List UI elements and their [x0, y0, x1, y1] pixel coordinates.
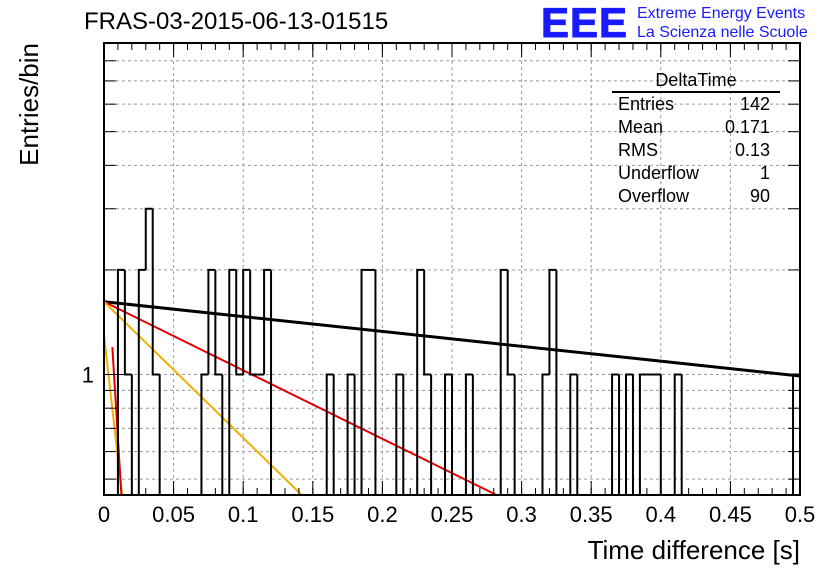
stats-title: DeltaTime — [612, 70, 780, 93]
histogram-bin — [151, 208, 160, 376]
histogram-bin — [346, 373, 355, 495]
x-tick-label: 0.1 — [228, 502, 259, 527]
histogram-bin — [541, 373, 550, 495]
logo-mark: EEE — [540, 0, 629, 46]
x-tick-label: 0.35 — [570, 502, 613, 527]
y-tick-label: 1 — [82, 363, 94, 388]
x-axis-label: Time difference [s] — [588, 535, 800, 565]
histogram-bin — [214, 269, 223, 376]
x-tick-label: 0.05 — [152, 502, 195, 527]
stats-row-rms: RMS 0.13 — [612, 139, 780, 162]
stats-box: DeltaTime Entries 142 Mean 0.171 RMS 0.1… — [612, 70, 780, 208]
stats-row-underflow: Underflow 1 — [612, 162, 780, 185]
y-axis-label: Entries/bin — [14, 43, 44, 166]
stats-label: Overflow — [618, 186, 690, 206]
stats-value: 0.13 — [734, 140, 770, 160]
stats-value: 142 — [739, 94, 770, 114]
histogram-bin — [416, 268, 425, 495]
histogram-bin — [207, 268, 216, 375]
x-tick-label: 0.45 — [709, 502, 752, 527]
x-tick-label: 0.5 — [785, 502, 816, 527]
tick-labels: 0 0.05 0.1 0.15 0.2 0.25 0.3 0.35 0.4 0.45 0.5 1 — [82, 363, 816, 527]
stats-row-overflow: Overflow 90 — [612, 185, 780, 208]
histogram-bin — [123, 269, 132, 376]
histogram-bars — [116, 207, 801, 495]
histogram-bin — [792, 373, 800, 495]
x-tick-label: 0.15 — [291, 502, 334, 527]
histogram-bin — [673, 373, 682, 495]
fit-line — [103, 300, 497, 496]
run-title: FRAS-03-2015-06-13-01515 — [84, 8, 389, 35]
histogram-bin — [548, 268, 557, 375]
stats-value: 0.171 — [724, 117, 770, 137]
histogram-bin — [395, 373, 404, 495]
stats-label: Underflow — [618, 163, 700, 183]
histogram-bin — [263, 268, 272, 375]
histogram-bin — [444, 373, 452, 495]
histogram-bin — [423, 269, 432, 376]
axis-ticks — [103, 42, 801, 495]
histogram-bin — [137, 268, 146, 495]
histogram-bin — [638, 373, 647, 495]
eee-logo: EEE Extreme Energy Events La Scienza nel… — [540, 0, 807, 46]
fit-line — [111, 346, 123, 496]
histogram-bin — [242, 268, 251, 375]
x-tick-label: 0.25 — [431, 502, 474, 527]
stats-value: 90 — [749, 186, 770, 206]
histogram-bin — [569, 373, 578, 495]
histogram-bin — [360, 268, 369, 495]
histogram-bin — [200, 373, 209, 495]
fit-lines — [103, 300, 801, 496]
x-tick-label: 0.2 — [367, 502, 398, 527]
stats-label: RMS — [618, 140, 658, 160]
histogram-bin — [464, 373, 473, 495]
x-tick-label: 0.3 — [506, 502, 537, 527]
histogram-bin — [625, 373, 633, 495]
histogram-bin — [325, 373, 334, 495]
logo-text: Extreme Energy Events La Scienza nelle S… — [637, 4, 808, 42]
stats-value: 1 — [759, 163, 770, 183]
stats-label: Entries — [618, 94, 675, 114]
histogram-bin — [499, 268, 508, 495]
histogram-bin — [506, 269, 515, 376]
x-tick-label: 0 — [98, 502, 110, 527]
stats-label: Mean — [618, 117, 664, 137]
histogram-bin — [235, 269, 244, 376]
histogram-bin — [228, 268, 237, 495]
stats-row-entries: Entries 142 — [612, 93, 780, 116]
histogram-bin — [116, 268, 125, 495]
fit-line — [103, 300, 801, 378]
logo-line-2: La Scienza nelle Scuole — [637, 24, 808, 41]
stats-row-mean: Mean 0.171 — [612, 116, 780, 139]
histogram-bin — [611, 373, 620, 495]
histogram-bin — [144, 207, 153, 270]
x-tick-label: 0.4 — [646, 502, 677, 527]
histogram-bin — [249, 269, 258, 376]
logo-line-1: Extreme Energy Events — [637, 5, 806, 22]
fit-line — [103, 301, 303, 496]
